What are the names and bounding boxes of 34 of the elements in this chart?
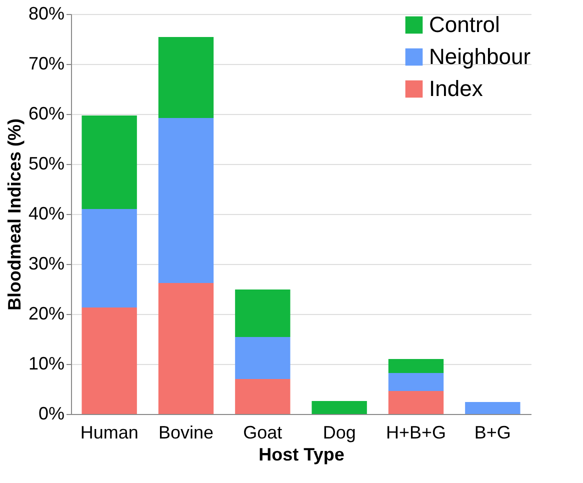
bar [82,308,137,414]
x-tick-label: Goat [243,422,282,442]
y-tick-label: 20% [28,304,64,324]
bar [388,373,444,391]
bar [235,337,290,379]
bar [465,402,520,414]
bar [158,283,214,414]
bar [235,290,290,337]
bar [388,359,444,373]
y-tick-label: 0% [38,404,64,424]
bar [82,116,137,209]
y-tick-label: 60% [28,104,64,124]
y-tick-label: 40% [28,204,64,224]
bar [388,391,444,414]
bar [235,379,290,414]
x-tick-label: Dog [322,422,356,442]
bar [82,209,137,308]
y-tick-label: 80% [28,4,64,24]
y-tick-label: 50% [28,154,64,174]
x-tick-label: B+G [474,422,511,442]
y-tick-label: 30% [28,254,64,274]
bar [312,401,367,414]
y-tick-label: 70% [28,54,64,74]
bar [158,37,214,118]
legend-label: Neighbour [429,44,531,69]
bar [158,118,214,283]
x-tick-label: Bovine [158,422,214,442]
legend-label: Index [429,76,483,101]
x-axis-title: Host Type [258,444,344,464]
y-axis-title: Bloodmeal Indices (%) [4,118,24,311]
y-tick-label: 10% [28,354,64,374]
legend-label: Control [429,12,500,37]
x-tick-label: Human [80,422,138,442]
x-tick-label: H+B+G [386,422,446,442]
